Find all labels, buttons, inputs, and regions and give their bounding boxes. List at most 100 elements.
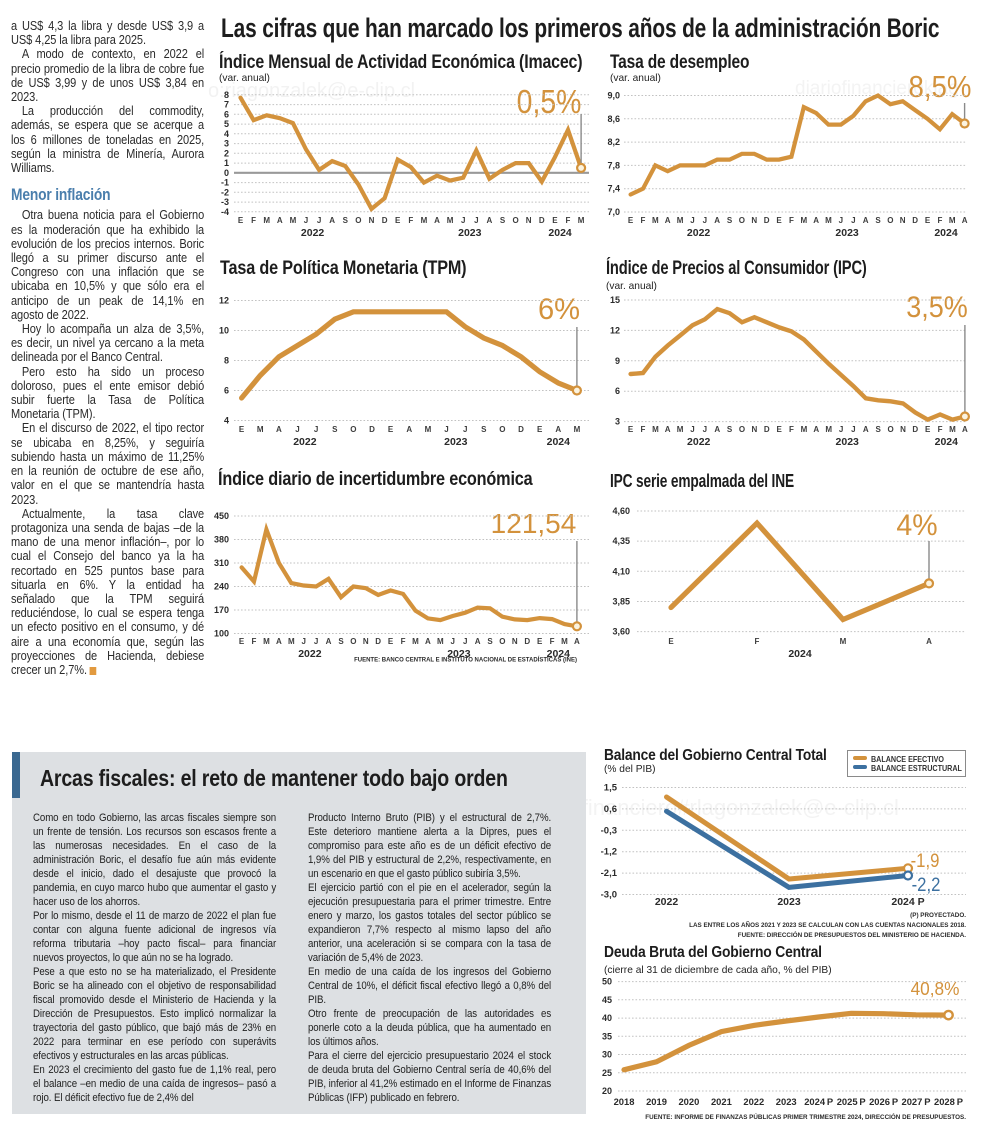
svg-text:F: F <box>252 637 257 646</box>
svg-text:-2: -2 <box>221 187 229 197</box>
svg-text:9,0: 9,0 <box>607 91 620 101</box>
svg-text:M: M <box>825 425 832 434</box>
svg-text:N: N <box>526 216 532 225</box>
svg-text:12: 12 <box>219 296 229 306</box>
svg-text:35: 35 <box>602 1031 612 1041</box>
svg-text:O: O <box>739 425 745 434</box>
svg-text:2023: 2023 <box>458 227 482 239</box>
svg-text:J: J <box>304 216 308 225</box>
svg-text:2020: 2020 <box>678 1096 699 1107</box>
svg-text:A: A <box>665 216 671 225</box>
svg-text:J: J <box>317 216 321 225</box>
svg-text:D: D <box>524 637 530 646</box>
svg-text:A: A <box>574 637 580 646</box>
svg-text:15: 15 <box>610 295 620 305</box>
svg-text:M: M <box>677 216 684 225</box>
svg-text:F: F <box>789 216 794 225</box>
svg-text:2023: 2023 <box>444 436 468 448</box>
svg-text:A: A <box>276 425 282 434</box>
svg-text:240: 240 <box>214 582 229 592</box>
svg-text:E: E <box>668 637 674 646</box>
svg-text:N: N <box>900 425 906 434</box>
svg-text:380: 380 <box>214 535 229 545</box>
svg-text:M: M <box>801 425 808 434</box>
svg-text:2024 P: 2024 P <box>891 896 924 908</box>
svg-text:A: A <box>962 216 968 225</box>
svg-text:E: E <box>238 216 244 225</box>
svg-text:D: D <box>764 425 770 434</box>
svg-text:A: A <box>487 216 493 225</box>
svg-text:M: M <box>840 637 847 646</box>
svg-text:-4: -4 <box>221 207 229 217</box>
svg-text:S: S <box>727 216 733 225</box>
svg-text:-1: -1 <box>221 178 229 188</box>
svg-text:O: O <box>887 425 893 434</box>
svg-text:100: 100 <box>214 629 229 639</box>
svg-text:2024: 2024 <box>934 227 958 239</box>
svg-text:E: E <box>628 216 634 225</box>
svg-text:5: 5 <box>224 119 229 129</box>
svg-text:F: F <box>938 425 943 434</box>
svg-text:2024 P: 2024 P <box>804 1096 833 1107</box>
svg-text:N: N <box>900 216 906 225</box>
svg-text:O: O <box>739 216 745 225</box>
svg-text:M: M <box>800 216 807 225</box>
svg-text:A: A <box>406 425 412 434</box>
svg-text:E: E <box>537 637 543 646</box>
svg-text:12: 12 <box>610 325 620 335</box>
svg-text:1,5: 1,5 <box>604 783 618 794</box>
svg-text:O: O <box>887 216 893 225</box>
svg-text:J: J <box>474 216 478 225</box>
svg-text:2028 P: 2028 P <box>934 1096 963 1107</box>
svg-text:M: M <box>421 216 428 225</box>
svg-text:-0,3: -0,3 <box>601 825 617 836</box>
svg-text:2023: 2023 <box>777 896 801 908</box>
svg-text:3,60: 3,60 <box>612 627 630 637</box>
svg-text:D: D <box>369 425 375 434</box>
svg-text:2021: 2021 <box>711 1096 732 1107</box>
svg-text:F: F <box>641 425 646 434</box>
svg-text:N: N <box>752 425 758 434</box>
svg-text:S: S <box>487 637 493 646</box>
svg-text:2022: 2022 <box>743 1096 764 1107</box>
svg-text:2025 P: 2025 P <box>837 1096 866 1107</box>
svg-text:2023: 2023 <box>447 648 471 660</box>
svg-text:M: M <box>447 216 454 225</box>
svg-text:D: D <box>375 637 381 646</box>
svg-text:F: F <box>937 216 942 225</box>
svg-text:M: M <box>290 216 297 225</box>
svg-text:F: F <box>789 425 794 434</box>
svg-text:O: O <box>355 216 361 225</box>
svg-text:S: S <box>727 425 733 434</box>
svg-text:2023: 2023 <box>835 227 859 239</box>
svg-text:S: S <box>481 425 487 434</box>
svg-text:M: M <box>949 216 956 225</box>
svg-text:25: 25 <box>602 1068 612 1078</box>
svg-text:E: E <box>628 425 634 434</box>
svg-text:N: N <box>363 637 369 646</box>
svg-text:S: S <box>343 216 349 225</box>
svg-text:3: 3 <box>224 139 229 149</box>
svg-text:FUENTE: DIRECCIÓN DE PRESUPUES: FUENTE: DIRECCIÓN DE PRESUPUESTOS DEL MI… <box>738 930 966 939</box>
svg-text:M: M <box>578 216 585 225</box>
svg-text:FUENTE: BANCO CENTRAL E INSTIT: FUENTE: BANCO CENTRAL E INSTITUTO NACION… <box>354 656 577 664</box>
svg-text:S: S <box>876 425 882 434</box>
svg-text:J: J <box>839 216 843 225</box>
svg-text:LAS ENTRE LOS AÑOS 2021 Y 2023: LAS ENTRE LOS AÑOS 2021 Y 2023 SE CALCUL… <box>689 920 966 929</box>
svg-text:1: 1 <box>224 158 229 168</box>
svg-text:8,2: 8,2 <box>607 137 620 147</box>
svg-text:E: E <box>537 425 543 434</box>
svg-text:M: M <box>257 425 264 434</box>
svg-text:10: 10 <box>219 326 229 336</box>
svg-text:M: M <box>561 637 568 646</box>
svg-text:J: J <box>839 425 843 434</box>
svg-text:45: 45 <box>602 995 612 1005</box>
svg-text:8,6: 8,6 <box>607 114 620 124</box>
svg-text:J: J <box>314 425 318 434</box>
svg-text:2: 2 <box>224 148 229 158</box>
svg-text:2022: 2022 <box>298 648 322 660</box>
svg-text:A: A <box>555 425 561 434</box>
svg-text:M: M <box>263 216 270 225</box>
svg-text:M: M <box>652 216 659 225</box>
svg-text:D: D <box>382 216 388 225</box>
